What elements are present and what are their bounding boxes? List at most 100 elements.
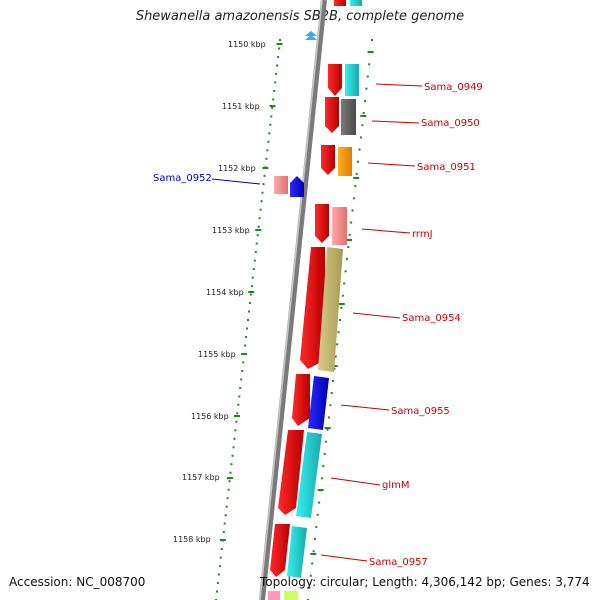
scale-dot	[217, 573, 220, 576]
scale-dot	[323, 452, 326, 455]
gene-label[interactable]: Sama_0950	[421, 118, 480, 129]
scale-dot	[226, 497, 229, 500]
scale-label: 1150 kbp	[228, 40, 266, 49]
scale-dot	[253, 259, 256, 262]
scale-ruler	[215, 39, 374, 600]
gene-glyph	[292, 374, 310, 426]
scale-dot	[223, 522, 226, 525]
scale-labels: 1150 kbp 1151 kbp 1152 kbp 1153 kbp 1154…	[173, 40, 266, 544]
scale-dot	[238, 395, 241, 398]
scale-dot	[225, 505, 228, 508]
scale-dot	[245, 336, 248, 338]
scale-dot	[365, 87, 368, 90]
scale-dot	[260, 200, 263, 203]
gene-glyph	[341, 99, 356, 135]
gene-label[interactable]: Sama_0954	[402, 313, 461, 324]
scale-dot	[248, 310, 250, 313]
scale-label: 1156 kbp	[191, 412, 229, 421]
scale-dot	[268, 132, 271, 135]
scale-dot	[246, 327, 248, 330]
gene-glyph	[332, 207, 347, 245]
gene-label[interactable]: Sama_0957	[369, 557, 428, 568]
scale-dot	[270, 115, 273, 118]
scale-dot	[274, 81, 277, 84]
scale-dot	[266, 149, 269, 152]
scale-dot	[258, 217, 261, 220]
scale-dot	[325, 440, 328, 443]
scale-dot	[255, 242, 258, 245]
scale-dot	[232, 446, 235, 449]
scale-dot	[250, 285, 253, 288]
scale-dot	[327, 416, 330, 419]
gene-glyph	[318, 247, 343, 372]
scale-dot	[344, 270, 347, 273]
scale-dot	[315, 526, 318, 528]
scale-dot	[267, 140, 270, 143]
chevron-up-icon[interactable]	[305, 31, 317, 40]
scale-dot	[371, 39, 373, 41]
scale-dot	[329, 404, 332, 407]
gene-label[interactable]: Sama_0949	[424, 82, 483, 93]
genome-axis	[259, 0, 327, 600]
scale-dot	[261, 191, 264, 194]
scale-dot	[265, 157, 268, 160]
gene-glyph	[325, 97, 339, 133]
scale-dot	[351, 209, 354, 212]
scale-dot	[247, 319, 249, 321]
scale-dot	[229, 471, 232, 474]
gene-label[interactable]: Sama_0955	[391, 406, 450, 417]
map-title: Shewanella amazonensis SB2B, complete ge…	[135, 9, 465, 24]
scale-dot	[330, 392, 333, 394]
gene-glyph	[328, 64, 342, 96]
gene-label[interactable]: Sama_0952	[153, 173, 212, 184]
scale-dot	[248, 302, 251, 304]
scale-label: 1155 kbp	[198, 350, 236, 359]
scale-dot	[364, 99, 366, 102]
scale-dot	[336, 343, 339, 346]
scale-dot	[312, 550, 315, 553]
gene-glyph	[268, 591, 280, 600]
gene-glyph	[284, 591, 298, 600]
gene-label[interactable]: glmM	[382, 480, 410, 491]
scale-dot	[308, 586, 311, 589]
scale-dot	[273, 89, 276, 92]
scale-dot	[311, 562, 314, 565]
gene-glyph	[270, 524, 290, 577]
scale-dot	[346, 258, 348, 261]
scale-dot	[309, 574, 312, 577]
scale-dot	[224, 514, 227, 517]
scale-dot	[234, 429, 237, 432]
scale-dot	[340, 306, 343, 309]
scale-dot	[228, 480, 231, 483]
scale-dot	[249, 293, 252, 296]
gene-label[interactable]: Sama_0951	[417, 162, 476, 173]
scale-dot	[227, 488, 230, 491]
scale-dot	[254, 251, 257, 254]
scale-dot	[352, 197, 355, 200]
scale-dot	[269, 123, 272, 126]
scale-dot	[216, 582, 219, 584]
gene-glyph	[278, 430, 304, 515]
scale-dot	[357, 160, 360, 163]
gene-glyph	[287, 526, 307, 578]
scale-dot	[271, 106, 274, 109]
scale-dot	[239, 386, 242, 389]
leader-line-left	[211, 178, 261, 185]
scale-dot	[275, 72, 278, 75]
scale-dot	[354, 185, 357, 188]
scale-dot	[334, 355, 337, 358]
accession-label: Accession: NC_008700	[9, 575, 146, 589]
gene-glyph	[315, 204, 329, 243]
scale-dot	[358, 148, 361, 151]
scale-dot	[339, 319, 341, 321]
scale-dot	[219, 556, 222, 559]
scale-label: 1154 kbp	[206, 288, 244, 297]
gene-label[interactable]: rrmJ	[412, 229, 433, 240]
scale-dot	[259, 208, 262, 211]
gene-glyph	[321, 145, 335, 175]
scale-dot	[314, 538, 316, 541]
scale-dot	[333, 367, 336, 370]
gene-glyph	[308, 376, 329, 430]
scale-label: 1157 kbp	[182, 473, 220, 482]
